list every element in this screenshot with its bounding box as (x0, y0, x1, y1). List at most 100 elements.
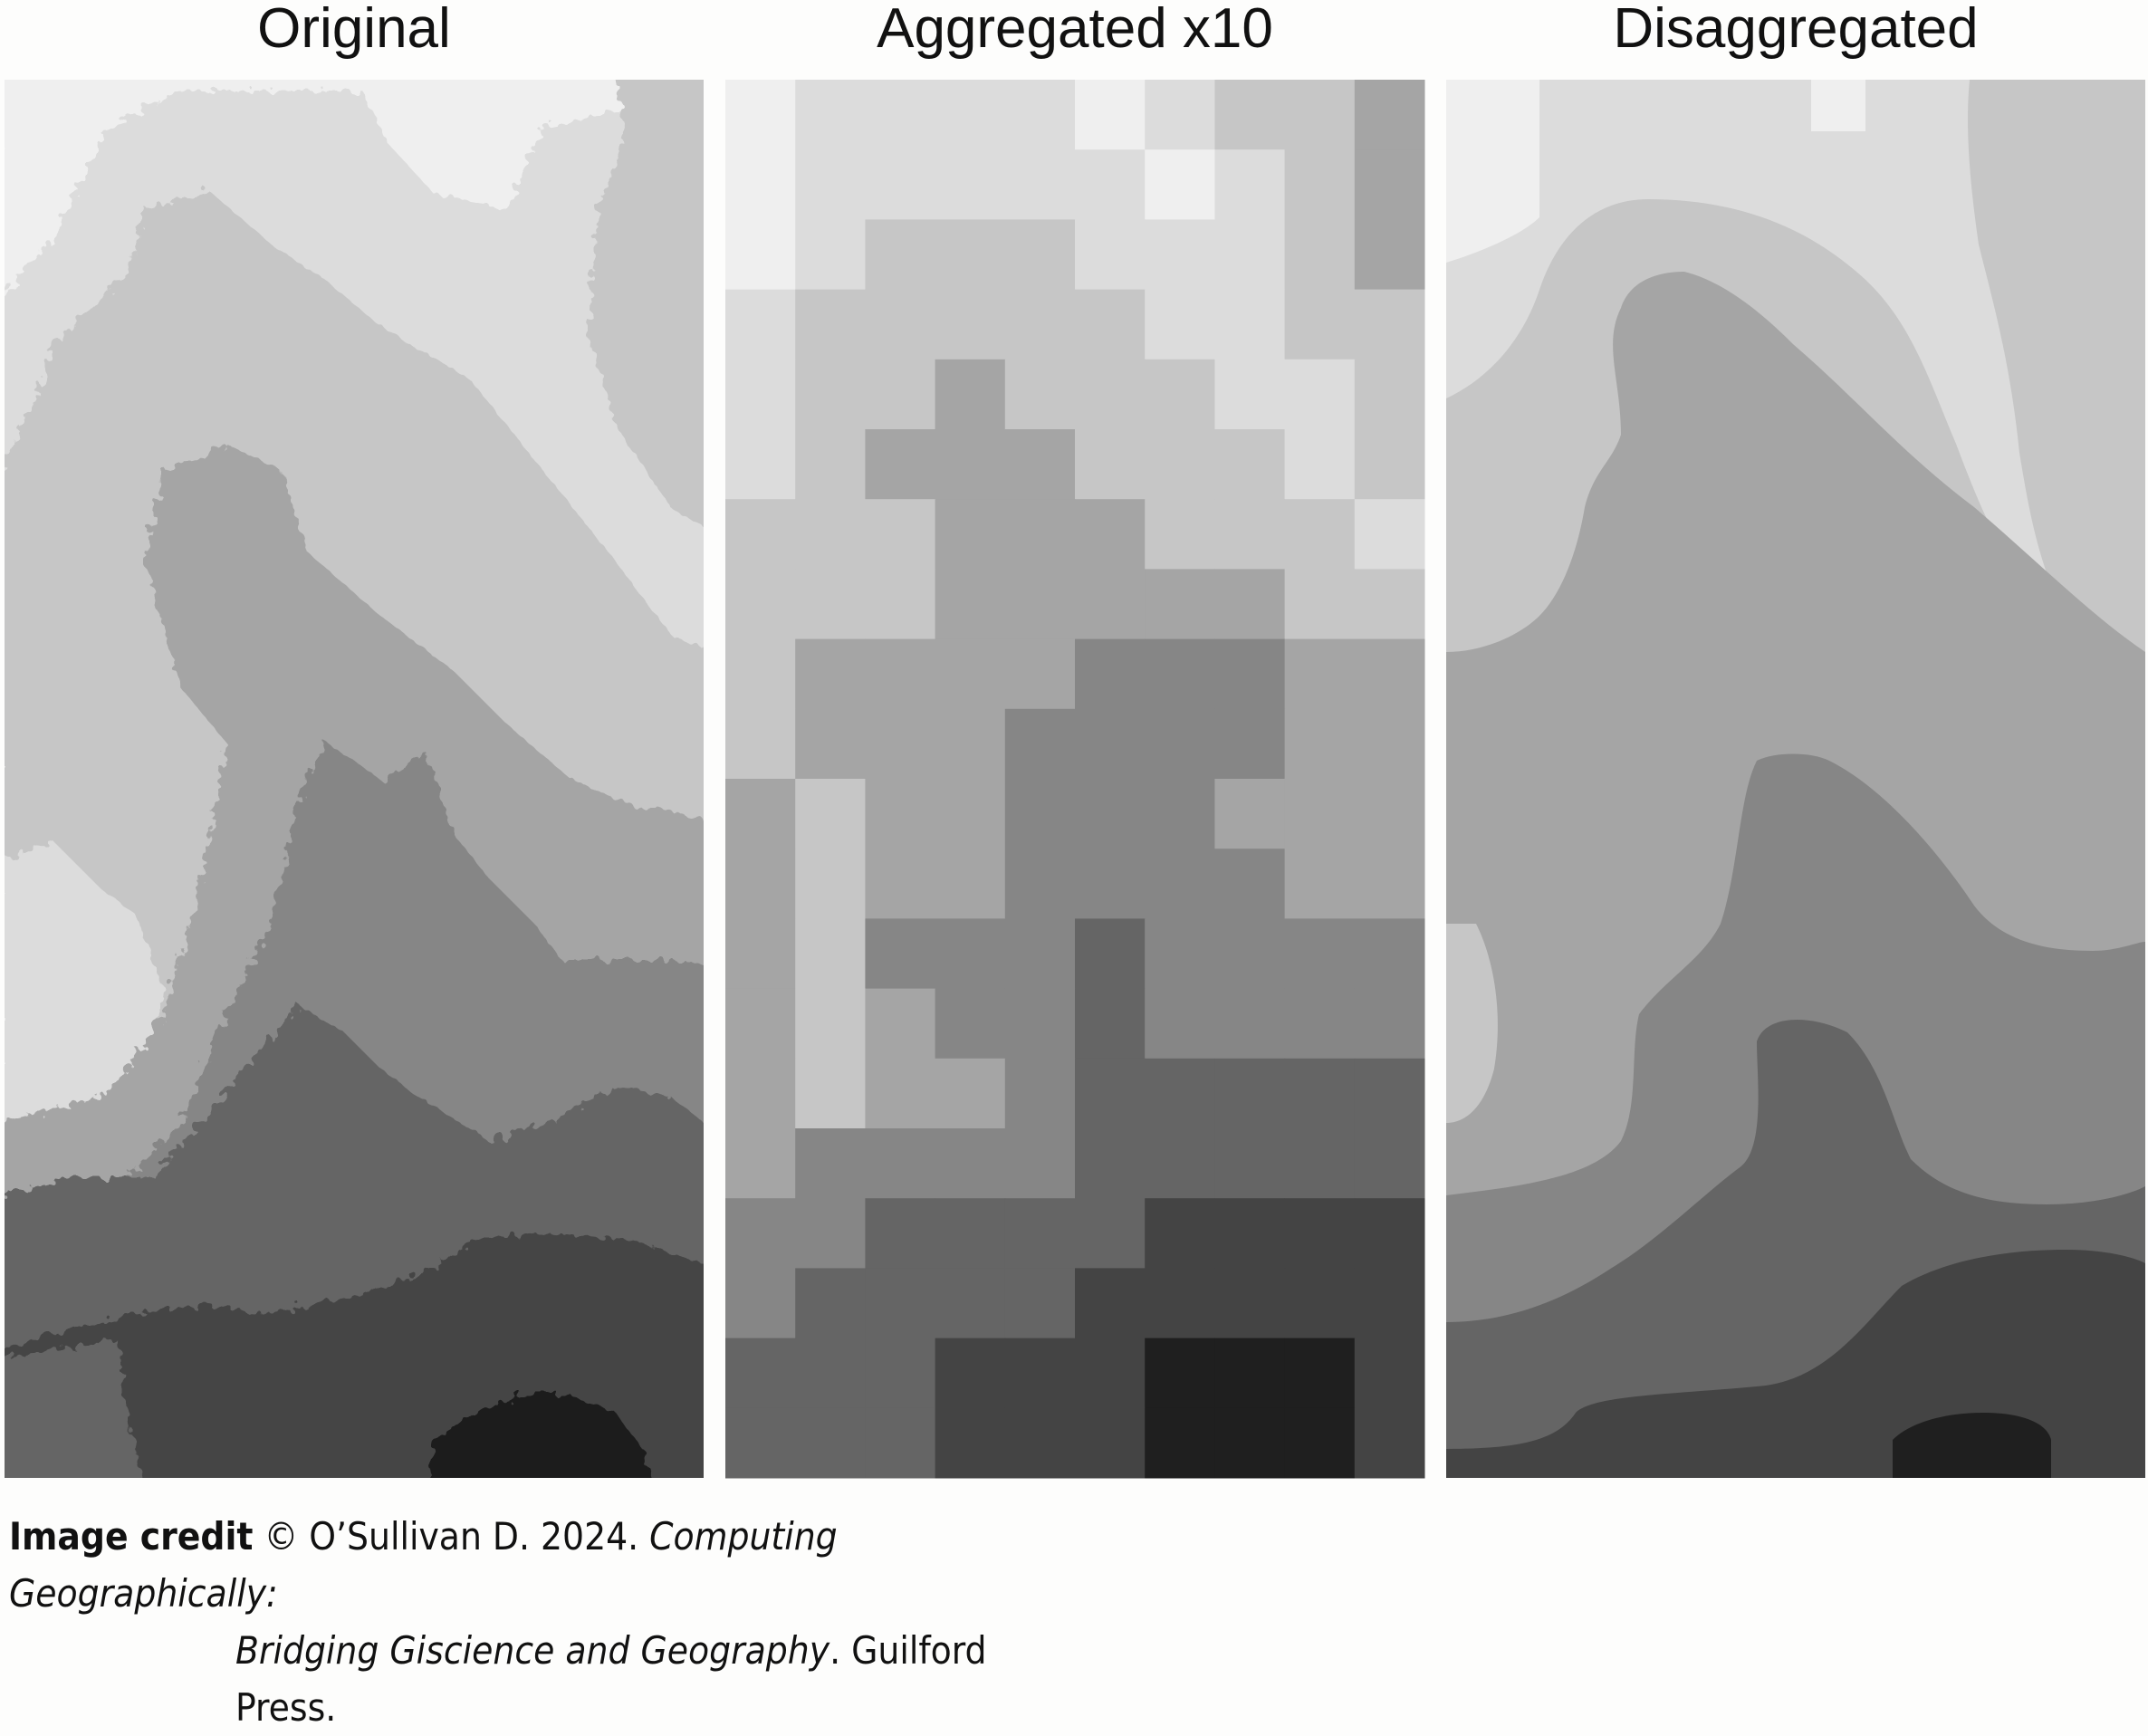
aggregated-cell (1004, 149, 1076, 220)
aggregated-cell (725, 638, 796, 710)
aggregated-cell (725, 149, 796, 220)
aggregated-cell (865, 708, 936, 780)
aggregated-cell (1214, 569, 1286, 640)
aggregated-cell (935, 289, 1006, 360)
aggregated-cell (1145, 569, 1215, 640)
aggregated-cell (795, 918, 866, 990)
band-level-0-b (1811, 80, 1865, 131)
aggregated-cell (1145, 1268, 1215, 1339)
aggregated-cell (935, 918, 1006, 990)
aggregated-cell (865, 1338, 936, 1409)
aggregated-cell (725, 80, 796, 150)
aggregated-cell (1075, 708, 1146, 780)
aggregated-cell (725, 918, 796, 990)
aggregated-cell (1004, 80, 1076, 150)
aggregated-cell (1284, 359, 1356, 430)
aggregated-cell (725, 1407, 796, 1479)
aggregated-cell (935, 80, 1006, 150)
aggregated-cell (1354, 1058, 1425, 1129)
aggregated-cell (1004, 569, 1076, 640)
aggregated-cell (795, 708, 866, 780)
aggregated-cell (725, 779, 796, 849)
aggregated-cell (795, 779, 866, 849)
band-level-7 (1893, 1413, 2051, 1478)
aggregated-cell (1075, 1407, 1146, 1479)
aggregated-cell (935, 1058, 1006, 1129)
aggregated-cell (935, 849, 1006, 919)
aggregated-cell (865, 1407, 936, 1479)
aggregated-cell (935, 569, 1006, 640)
band-level-7 (427, 1395, 650, 1478)
aggregated-cell (1145, 219, 1215, 291)
aggregated-cell (1354, 429, 1425, 500)
aggregated-cell (865, 149, 936, 220)
aggregated-cell (1004, 429, 1076, 500)
aggregated-cell (1145, 1338, 1215, 1409)
aggregated-cell (1214, 429, 1286, 500)
aggregated-cell (1214, 1128, 1286, 1199)
panel-title-original: Original (257, 0, 451, 60)
aggregated-cell (1354, 988, 1425, 1060)
aggregated-cell (1214, 638, 1286, 710)
band-level-0 (5, 80, 704, 294)
aggregated-cell (1004, 219, 1076, 291)
aggregated-cell (1075, 149, 1146, 220)
aggregated-cell (865, 1128, 936, 1199)
band-level-2-right (1968, 80, 2145, 679)
aggregated-cell (865, 219, 936, 291)
aggregated-cell (1145, 289, 1215, 360)
aggregated-cell (1145, 988, 1215, 1060)
aggregated-cell (1075, 499, 1146, 570)
aggregated-cell (1075, 638, 1146, 710)
aggregated-cell (1004, 638, 1076, 710)
aggregated-cell (1284, 499, 1356, 570)
aggregated-cell (865, 638, 936, 710)
aggregated-cell (1354, 219, 1425, 291)
aggregated-cell (1004, 988, 1076, 1060)
aggregated-cell (935, 1407, 1006, 1479)
aggregated-cell (1145, 638, 1215, 710)
aggregated-cell (1284, 638, 1356, 710)
aggregated-cell (935, 638, 1006, 710)
aggregated-cell (1004, 499, 1076, 570)
aggregated-cell (795, 988, 866, 1060)
aggregated-cell (1284, 1268, 1356, 1339)
aggregated-cell (1284, 1198, 1356, 1269)
aggregated-cell (1284, 219, 1356, 291)
aggregated-cell (725, 1338, 796, 1409)
aggregated-cell (1075, 779, 1146, 849)
raster-aggregated (725, 80, 1425, 1479)
aggregated-cell (725, 708, 796, 780)
aggregated-cell (1354, 708, 1425, 780)
aggregated-cell (935, 1128, 1006, 1199)
aggregated-cell (795, 499, 866, 570)
aggregated-cell (1284, 988, 1356, 1060)
aggregated-cell (1214, 149, 1286, 220)
band-level-0 (1446, 80, 1539, 263)
credit-book-title-part1: Computing Geographically: (9, 1514, 838, 1616)
aggregated-cell (795, 289, 866, 360)
aggregated-cell (865, 779, 936, 849)
raster-original (5, 80, 704, 1478)
aggregated-cell (935, 429, 1006, 500)
aggregated-cell (1075, 1268, 1146, 1339)
aggregated-cell (1284, 918, 1356, 990)
aggregated-cell (1354, 149, 1425, 220)
aggregated-cell (865, 429, 936, 500)
aggregated-cell (1145, 359, 1215, 430)
aggregated-cell (1354, 499, 1425, 570)
aggregated-cell (1284, 779, 1356, 849)
aggregated-cell (795, 1128, 866, 1199)
aggregated-cell (1145, 779, 1215, 849)
aggregated-cell (1004, 1198, 1076, 1269)
aggregated-cell (1354, 849, 1425, 919)
aggregated-cell (795, 569, 866, 640)
aggregated-cell (935, 219, 1006, 291)
aggregated-cell (865, 1058, 936, 1129)
aggregated-cell (1214, 708, 1286, 780)
aggregated-cell (1214, 918, 1286, 990)
aggregated-cell (795, 638, 866, 710)
aggregated-cell (935, 988, 1006, 1060)
aggregated-cell (1354, 1407, 1425, 1479)
aggregated-cell (1284, 708, 1356, 780)
